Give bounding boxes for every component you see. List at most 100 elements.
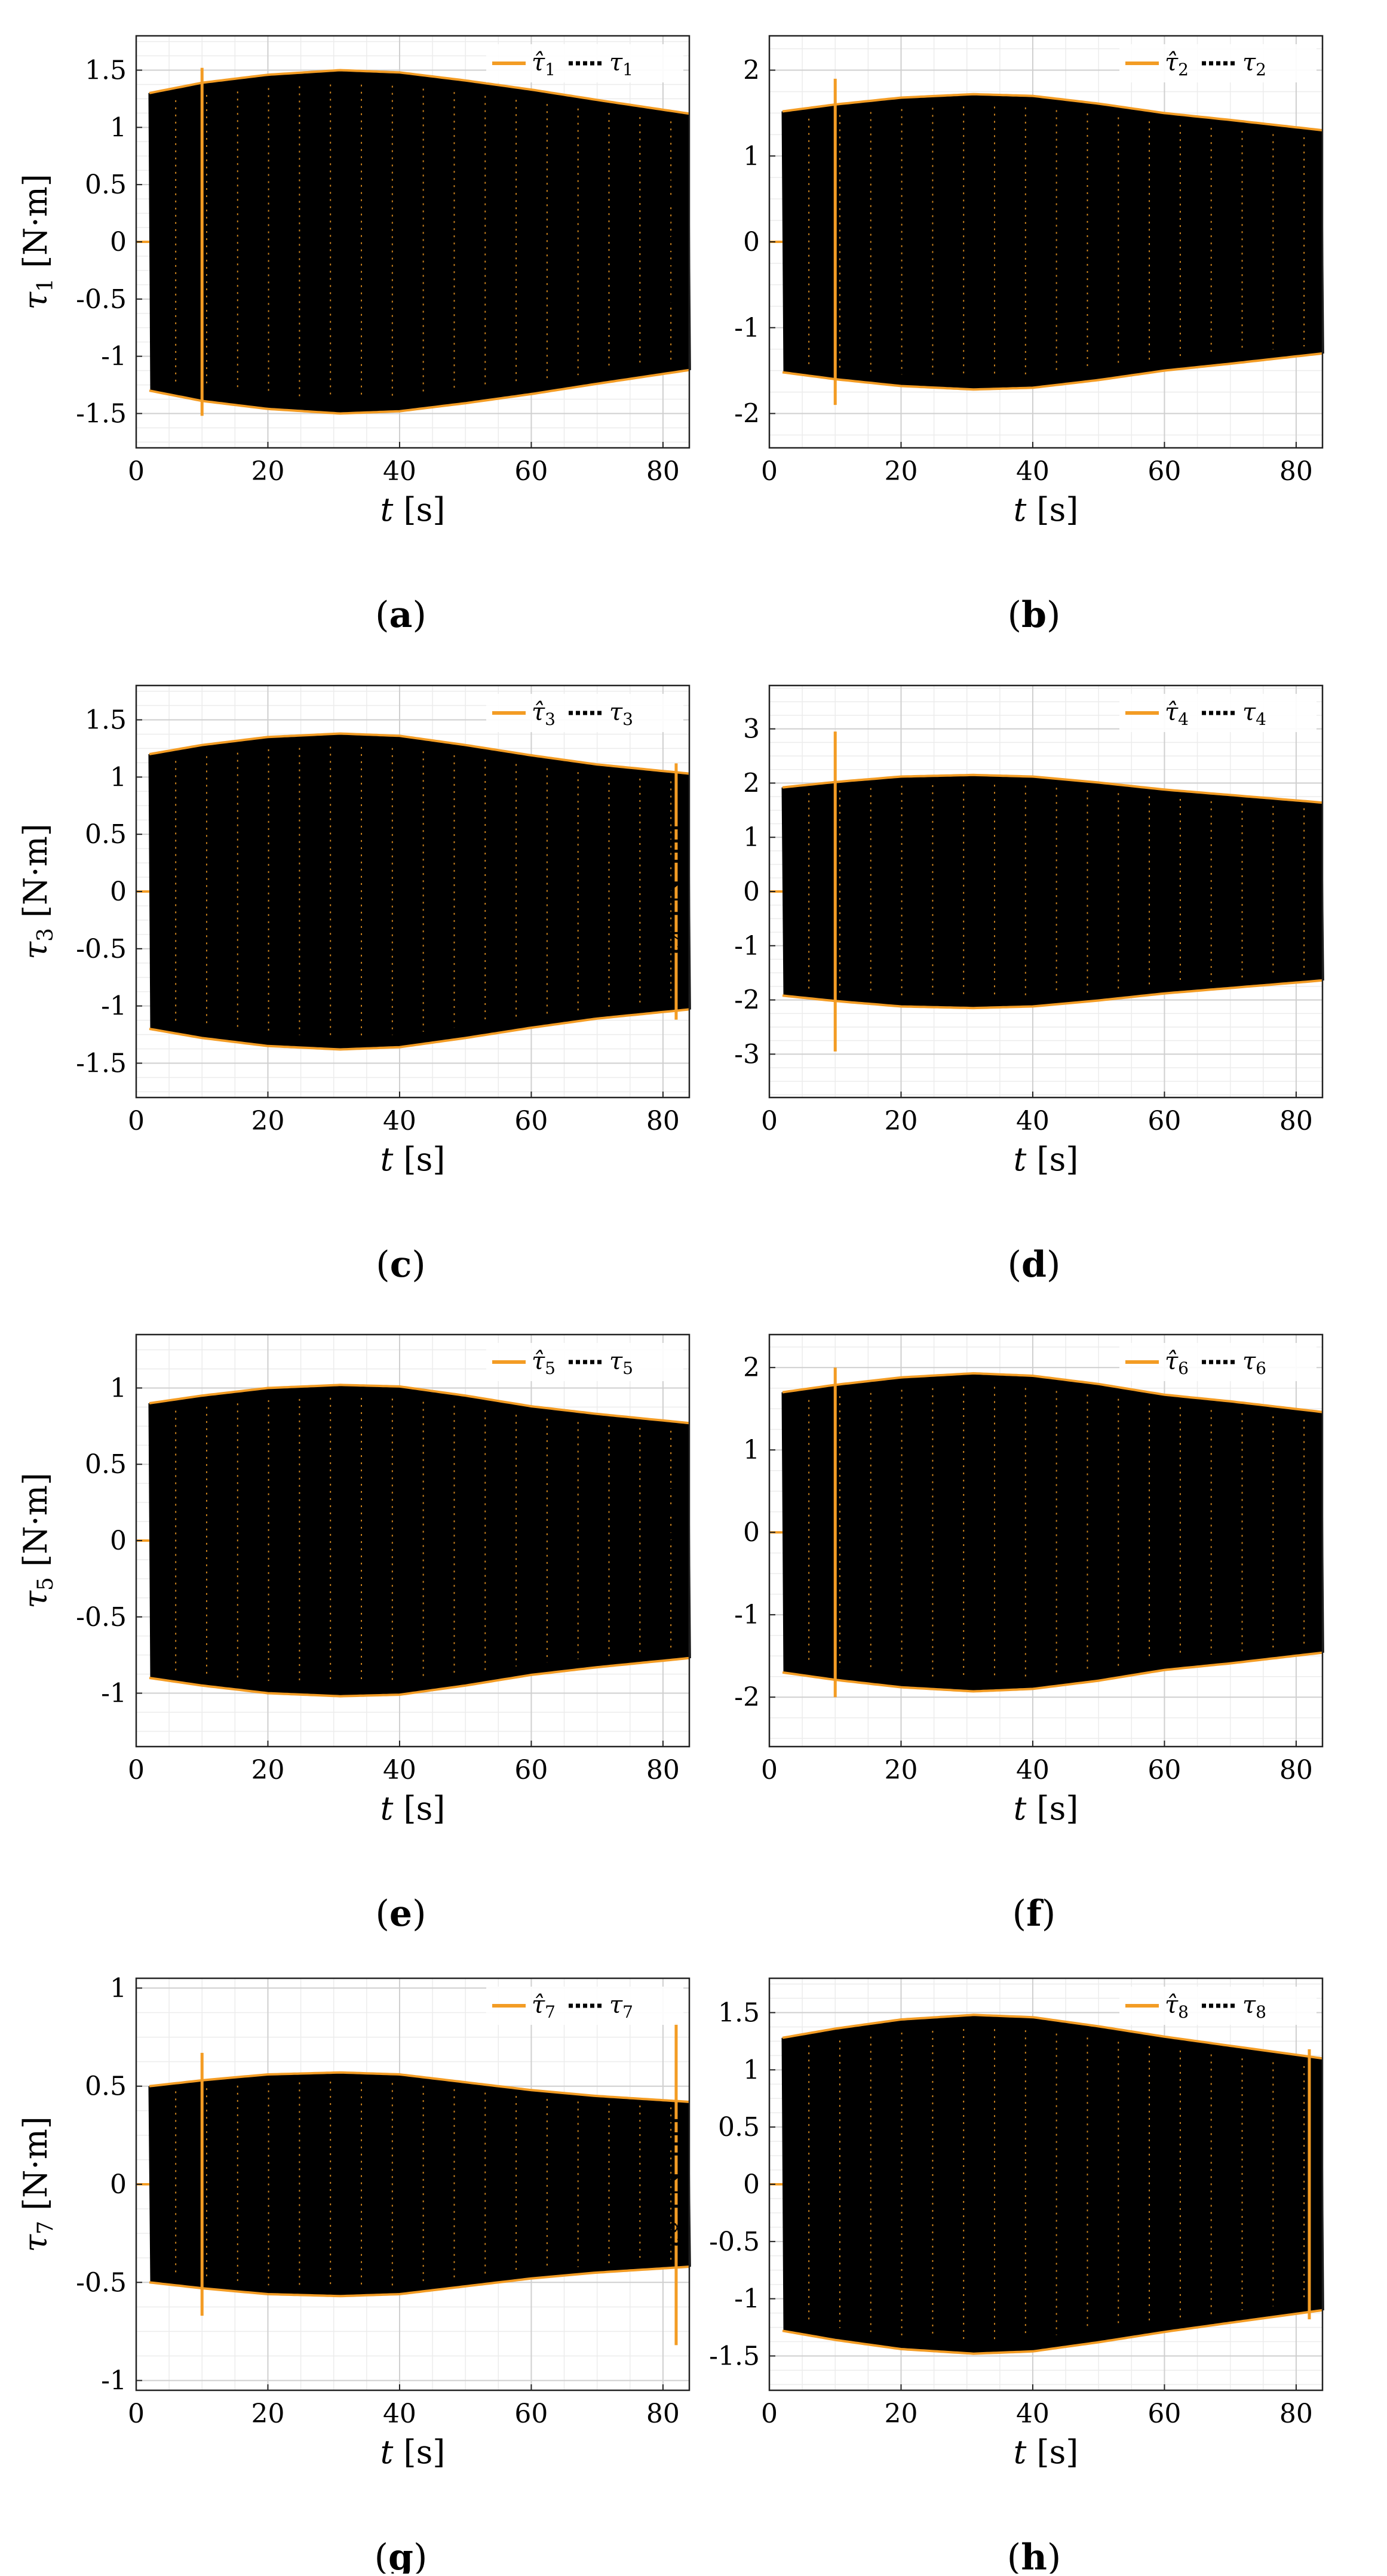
chart-panel-h: 0 20 40 60 80 -1.5 -1 -0.5 0 0.5 1 1.5 t [s] τ8 [N·m]… [650,1977,1324,2576]
x-tick-label: 0 [761,1106,778,1136]
y-tick-label: 0 [110,227,127,257]
x-tick-label: 60 [1147,456,1181,487]
y-tick-label: 3 [743,714,760,745]
y-tick-label: -2 [734,1682,760,1713]
y-tick-label: 2 [743,56,760,86]
legend-measured-label: τ5 [609,1348,633,1378]
y-tick-label: 1 [110,1373,127,1403]
y-tick-label: 1 [743,2055,760,2085]
x-tick-label: 60 [1147,1755,1181,1785]
y-axis-label: τ5 [N·m] [17,1473,58,1609]
x-tick-label: 20 [251,1755,284,1785]
legend-estimate-label: τ̂6 [1165,1348,1189,1378]
axes-box [768,1333,1324,1748]
y-axis-label: τ8 [N·m] [650,2116,691,2252]
x-tick-label: 20 [884,1106,917,1136]
x-tick-label: 40 [1016,1106,1050,1136]
legend-measured-label: τ8 [1242,1991,1266,2022]
series-estimate-upper [782,2014,1323,2060]
legend-measured-label: τ1 [609,49,633,79]
x-tick-label: 0 [761,1755,778,1785]
y-axis-label: τ4 [N·m] [650,823,691,960]
series-estimate-lower [149,368,690,415]
panel-label: (h) [1007,2537,1061,2574]
y-tick-label: -1 [101,991,127,1022]
series-measured-line [781,94,1324,390]
x-tick-label: 60 [514,2399,548,2429]
x-axis-label: t [s] [1014,2433,1079,2471]
series-estimate-upper [149,2071,690,2103]
x-tick-label: 20 [884,456,917,487]
y-axis-label: τ3 [N·m] [17,823,58,960]
y-tick-label: 1 [110,1973,127,2003]
y-tick-label: 0 [743,877,760,907]
y-tick-label: 1 [110,112,127,143]
y-tick-label: -1 [734,931,760,961]
y-tick-label: -0.5 [76,2267,127,2298]
chart-panel-f: 0 20 40 60 80 -2 -1 0 1 2 t [s] τ6 [N·m] τ̂6 τ6 (f) [650,1333,1324,1935]
legend-estimate-label: τ̂2 [1165,49,1189,79]
series-estimate-upper [149,732,690,775]
y-tick-label: -2 [734,985,760,1016]
x-tick-label: 0 [761,2399,778,2429]
panel-label: (b) [1008,594,1061,636]
x-tick-label: 20 [884,2399,917,2429]
y-tick-label: -1.5 [76,399,127,429]
x-tick-label: 80 [1279,456,1313,487]
x-tick-label: 20 [251,456,284,487]
legend-estimate-label: τ̂1 [532,49,556,79]
x-tick-label: 80 [646,456,680,487]
x-axis-label: t [s] [380,2433,446,2471]
series-estimate-upper [782,93,1323,132]
y-tick-label: -2 [734,399,760,429]
panel-label: (a) [375,594,426,636]
y-tick-label: -0.5 [709,2227,760,2257]
y-tick-label: 0.5 [85,2071,127,2102]
legend-measured-label: τ3 [609,699,633,729]
x-tick-label: 60 [1147,1106,1181,1136]
y-tick-label: -1 [734,1600,760,1630]
x-tick-label: 0 [128,2399,145,2429]
y-tick-label: 0 [743,1517,760,1548]
y-tick-label: 0.5 [718,2112,760,2142]
y-tick-label: 1 [110,762,127,792]
x-tick-label: 40 [1016,2399,1050,2429]
y-tick-label: 0.5 [85,170,127,200]
y-axis-label: τ7 [N·m] [17,2116,58,2252]
x-tick-label: 20 [251,1106,284,1136]
series-estimate-upper [149,69,690,115]
y-tick-label: 1.5 [85,56,127,86]
legend-estimate-label: τ̂5 [532,1348,556,1378]
chart-panel-b: 0 20 40 60 80 -2 -1 0 1 2 t [s] τ2 [N·m] τ̂2 τ2 (b) [650,35,1324,636]
panel-label: (e) [375,1893,426,1935]
x-tick-label: 60 [514,1106,548,1136]
x-tick-label: 0 [128,1106,145,1136]
series-measured-line [148,733,691,1050]
y-tick-label: 0 [110,877,127,907]
y-axis-label: τ6 [N·m] [650,1473,691,1609]
chart-panel-d: 0 20 40 60 80 -3 -2 -1 0 1 2 3 t [s] τ4 [N·m] τ̂4 τ4 (d) [650,684,1324,1286]
series-estimate-lower [782,979,1323,1010]
y-tick-label: 1 [743,1435,760,1465]
x-tick-label: 20 [251,2399,284,2429]
x-tick-label: 80 [646,1106,680,1136]
y-tick-label: -1 [734,2284,760,2314]
y-tick-label: 0 [110,1526,127,1556]
x-tick-label: 80 [646,2399,680,2429]
panel-label: (f) [1012,1893,1056,1935]
y-tick-label: -1 [101,2366,127,2396]
legend-estimate-label: τ̂7 [532,1991,556,2022]
y-tick-label: 0 [743,2169,760,2200]
x-tick-label: 80 [1279,1755,1313,1785]
legend-measured-label: τ4 [1242,699,1266,729]
y-tick-label: 1.5 [85,705,127,736]
series-estimate-upper [782,773,1323,804]
panel-label: (g) [375,2537,428,2574]
legend-measured-label: τ2 [1242,49,1266,79]
y-tick-label: -1.5 [76,1049,127,1079]
y-tick-label: 2 [743,768,760,798]
x-tick-label: 20 [884,1755,917,1785]
x-tick-label: 40 [383,1755,416,1785]
x-tick-label: 40 [383,2399,416,2429]
